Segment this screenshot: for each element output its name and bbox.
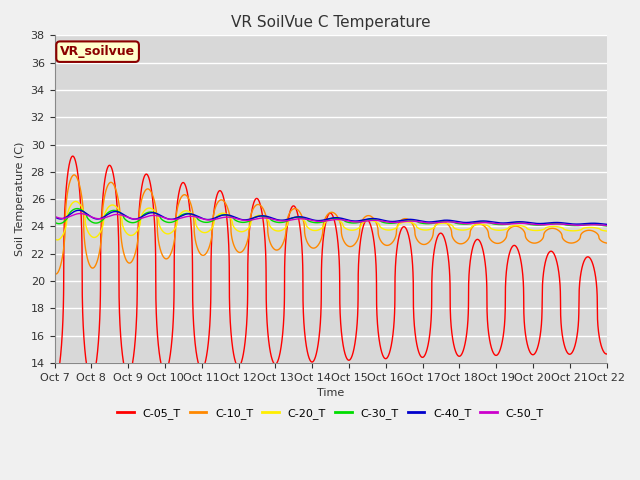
C-50_T [51,214,58,219]
C-50_T [470,220,477,226]
C-30_T [470,220,477,226]
C-05_T [69,153,77,159]
C-10_T [470,223,477,229]
Line: C-50_T: C-50_T [54,214,607,226]
C-20_T [51,236,58,241]
C-05_T [579,260,587,266]
C-50_T [573,222,580,228]
C-20_T [470,223,477,228]
X-axis label: Time: Time [317,388,344,398]
C-05_T [603,351,611,357]
C-30_T [312,220,319,226]
C-10_T [454,240,462,246]
C-10_T [573,239,580,244]
C-40_T [238,217,246,223]
Title: VR SoilVue C Temperature: VR SoilVue C Temperature [230,15,430,30]
Line: C-30_T: C-30_T [54,209,607,226]
C-30_T [454,221,462,227]
C-10_T [70,172,78,178]
Line: C-40_T: C-40_T [54,210,607,224]
C-05_T [312,353,319,359]
C-50_T [238,217,246,223]
C-40_T [312,217,319,223]
C-30_T [573,223,580,228]
C-50_T [603,223,611,228]
C-20_T [72,199,79,204]
Line: C-05_T: C-05_T [54,156,607,384]
C-40_T [573,221,580,227]
C-50_T [454,220,462,226]
C-20_T [238,229,246,235]
Y-axis label: Soil Temperature (C): Soil Temperature (C) [15,142,25,256]
C-20_T [603,228,611,234]
C-30_T [74,206,81,212]
C-20_T [580,226,588,231]
C-05_T [470,242,477,248]
Line: C-20_T: C-20_T [54,202,607,240]
C-30_T [579,222,587,228]
C-05_T [573,336,580,342]
C-50_T [76,211,84,216]
C-40_T [603,221,611,227]
Legend: C-05_T, C-10_T, C-20_T, C-30_T, C-40_T, C-50_T: C-05_T, C-10_T, C-20_T, C-30_T, C-40_T, … [113,403,548,423]
C-50_T [579,222,587,228]
C-40_T [579,221,587,227]
C-20_T [312,228,320,233]
C-40_T [75,207,83,213]
Line: C-10_T: C-10_T [54,175,607,274]
C-20_T [454,227,462,232]
C-10_T [238,249,246,254]
C-10_T [312,244,320,250]
C-40_T [470,219,477,225]
C-20_T [573,228,580,233]
C-20_T [54,237,61,243]
C-05_T [454,353,462,359]
Text: VR_soilvue: VR_soilvue [60,45,135,58]
C-05_T [51,381,58,386]
C-40_T [51,214,58,219]
C-30_T [51,219,58,225]
C-10_T [603,240,611,246]
C-40_T [454,219,462,225]
C-50_T [312,218,319,224]
C-10_T [580,229,588,235]
C-05_T [238,357,246,362]
C-30_T [238,219,246,225]
C-10_T [51,271,58,276]
C-30_T [603,223,611,229]
C-10_T [52,271,60,277]
